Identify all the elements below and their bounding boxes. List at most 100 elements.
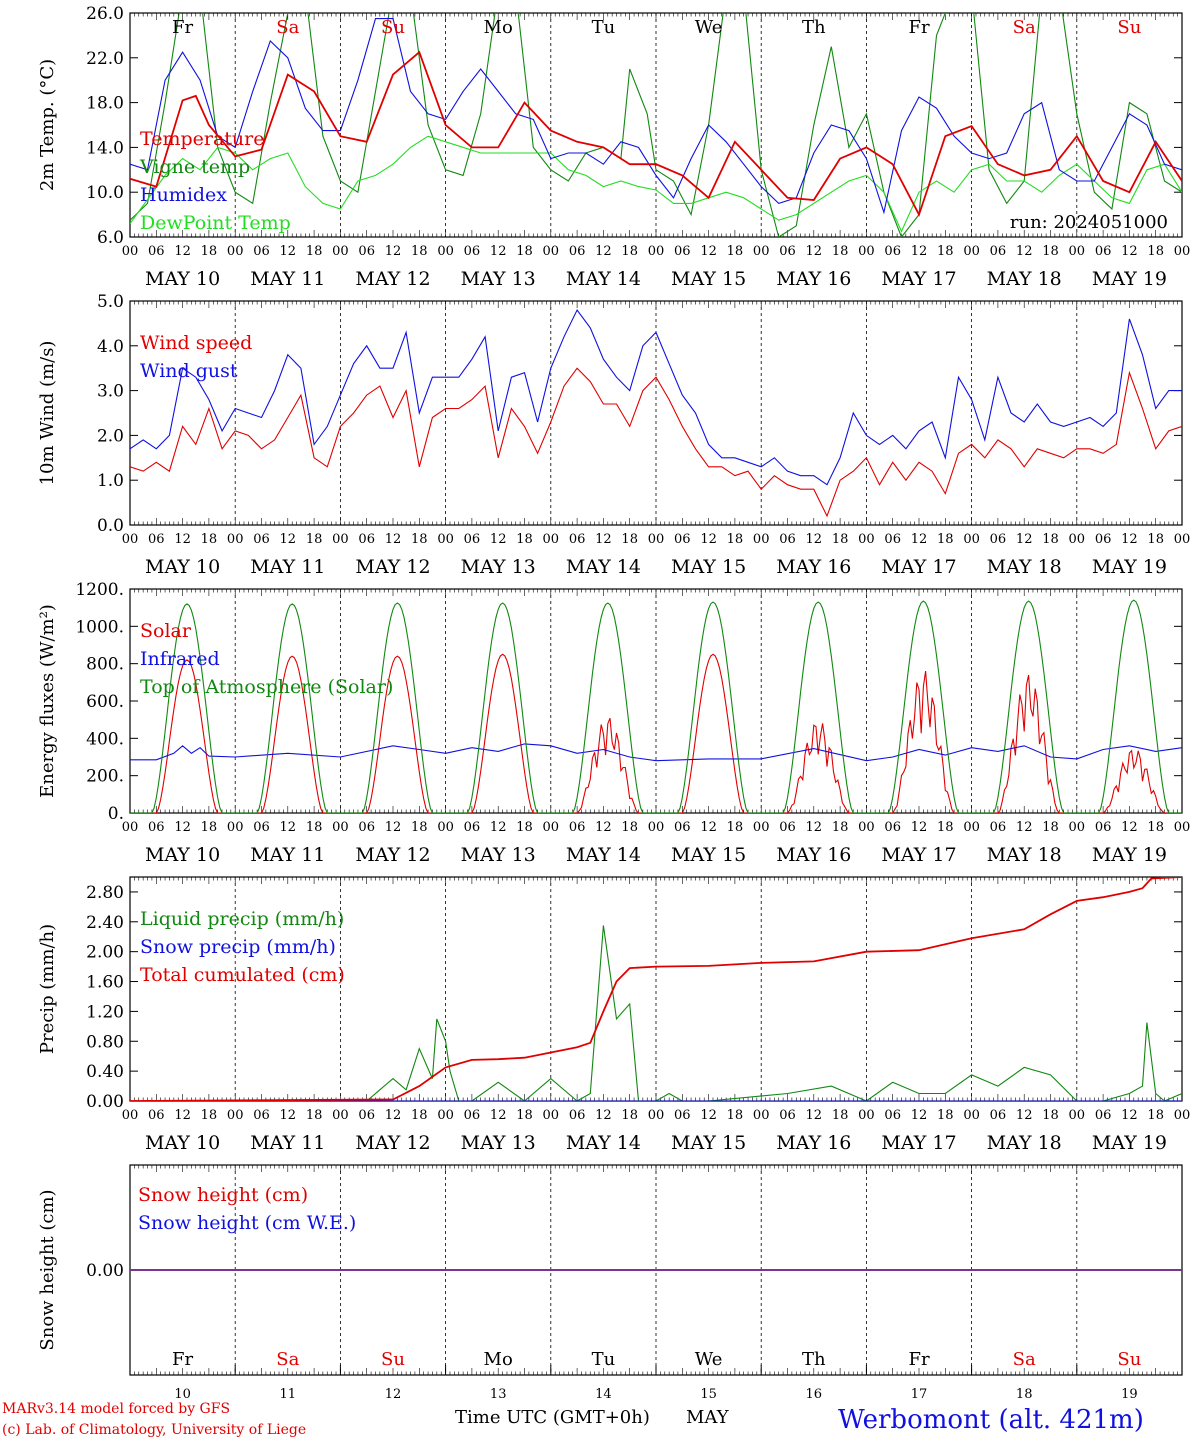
y-tick-label: 26.0: [86, 4, 124, 24]
x-hour-label: 06: [464, 1108, 481, 1123]
x-hour-label: 00: [227, 1108, 244, 1123]
weekday-label: We: [695, 17, 723, 38]
x-hour-label: 18: [832, 820, 849, 835]
y-tick-label: 800.: [86, 655, 124, 675]
day-number-label: 10: [174, 1387, 191, 1402]
x-hour-label: 18: [621, 1108, 638, 1123]
x-hour-label: 12: [700, 532, 717, 547]
x-hour-label: 06: [253, 532, 270, 547]
model-credit: MARv3.14 model forced by GFS: [2, 1401, 230, 1417]
x-hour-label: 06: [779, 1108, 796, 1123]
x-hour-label: 12: [700, 820, 717, 835]
x-hour-label: 12: [280, 532, 297, 547]
x-day-label: MAY 14: [566, 844, 641, 866]
series-line-top-of-atmosphere-solar-: [130, 599, 1182, 813]
x-day-label: MAY 14: [566, 556, 641, 578]
weekday-label: Tu: [592, 17, 616, 38]
x-day-label: MAY 12: [355, 1132, 430, 1154]
weekday-label: We: [695, 1349, 723, 1370]
x-day-label: MAY 13: [461, 556, 536, 578]
x-hour-label: 12: [490, 244, 507, 259]
x-day-label: MAY 15: [671, 556, 746, 578]
x-hour-label: 12: [1016, 532, 1033, 547]
x-day-label: MAY 16: [776, 1132, 851, 1154]
day-number-label: 13: [490, 1387, 507, 1402]
weekday-label: Th: [802, 17, 826, 38]
x-day-label: MAY 18: [987, 556, 1062, 578]
x-hour-label: 18: [727, 820, 744, 835]
x-hour-label: 06: [148, 1108, 165, 1123]
x-day-label: MAY 15: [671, 1132, 746, 1154]
x-hour-label: 00: [1069, 532, 1086, 547]
x-hour-label: 06: [569, 1108, 586, 1123]
day-number-label: 15: [700, 1387, 717, 1402]
x-hour-label: 00: [543, 1108, 560, 1123]
legend-entry: Solar: [140, 620, 192, 642]
x-hour-label: 00: [122, 244, 139, 259]
weekday-label: Su: [381, 1349, 405, 1370]
x-hour-label: 12: [385, 820, 402, 835]
panels: 6.0 10.0 14.0 18.0 22.0 26.0 2m Temp. (°C) 00 06…: [37, 4, 1190, 1402]
x-hour-label: 18: [1042, 1108, 1059, 1123]
y-axis-label: 2m Temp. (°C): [37, 59, 58, 191]
panel-1: 6.0 10.0 14.0 18.0 22.0 26.0 2m Temp. (°C) 00 06…: [37, 4, 1190, 290]
series-line-vigne-temp: [130, 13, 1182, 237]
day-number-label: 18: [1016, 1387, 1033, 1402]
x-hour-label: 00: [122, 1108, 139, 1123]
x-hour-label: 00: [332, 1108, 349, 1123]
x-hour-label: 18: [937, 532, 954, 547]
x-hour-label: 18: [727, 532, 744, 547]
x-hour-label: 06: [884, 1108, 901, 1123]
y-tick-label: 6.0: [97, 228, 124, 248]
x-hour-label: 00: [963, 244, 980, 259]
x-hour-label: 06: [674, 244, 691, 259]
y-axis-label: Precip (mm/h): [37, 924, 58, 1054]
x-hour-label: 18: [832, 532, 849, 547]
x-day-label: MAY 19: [1092, 556, 1167, 578]
x-hour-label: 18: [1147, 532, 1164, 547]
x-day-label: MAY 10: [145, 844, 220, 866]
x-hour-label: 00: [753, 820, 770, 835]
x-day-label: MAY 18: [987, 268, 1062, 290]
series-line-liquid-precip-mm-h-: [130, 925, 1182, 1101]
x-day-label: MAY 11: [250, 844, 325, 866]
x-day-label: MAY 15: [671, 844, 746, 866]
x-hour-label: 12: [595, 1108, 612, 1123]
y-tick-label: 2.40: [86, 913, 124, 933]
legend-entry: Infrared: [140, 648, 220, 670]
series-group: [130, 877, 1182, 1101]
x-hour-label: 18: [201, 820, 218, 835]
x-hour-label: 12: [806, 244, 823, 259]
weekday-label: Su: [1117, 17, 1141, 38]
day-number-label: 17: [911, 1387, 928, 1402]
x-hour-label: 00: [858, 820, 875, 835]
panel-4: 0.00 0.40 0.80 1.20 1.60 2.00 2.40 2.80 Precip (…: [37, 876, 1190, 1154]
x-hour-label: 06: [674, 820, 691, 835]
x-hour-label: 18: [727, 244, 744, 259]
x-hour-label: 06: [464, 244, 481, 259]
x-hour-label: 18: [937, 1108, 954, 1123]
x-hour-label: 12: [806, 1108, 823, 1123]
y-tick-label: 2.80: [86, 883, 124, 903]
x-hour-label: 12: [1121, 820, 1138, 835]
series-group: [130, 599, 1182, 813]
series-group: [130, 308, 1182, 518]
y-axis-label: 10m Wind (m/s): [37, 341, 58, 486]
x-hour-label: 12: [1016, 244, 1033, 259]
x-hour-label: 12: [911, 1108, 928, 1123]
x-hour-label: 12: [490, 1108, 507, 1123]
x-hour-label: 06: [253, 244, 270, 259]
x-hour-label: 06: [884, 244, 901, 259]
x-hour-label: 18: [621, 532, 638, 547]
x-hour-label: 06: [779, 820, 796, 835]
day-number-label: 14: [595, 1387, 612, 1402]
x-hour-label: 00: [858, 1108, 875, 1123]
x-day-label: MAY 12: [355, 556, 430, 578]
y-tick-label: 1.20: [86, 1002, 124, 1022]
day-number-label: 16: [806, 1387, 823, 1402]
x-hour-label: 06: [990, 532, 1007, 547]
y-tick-label: 0.: [108, 804, 124, 824]
x-hour-label: 18: [1147, 1108, 1164, 1123]
x-day-label: MAY 14: [566, 268, 641, 290]
